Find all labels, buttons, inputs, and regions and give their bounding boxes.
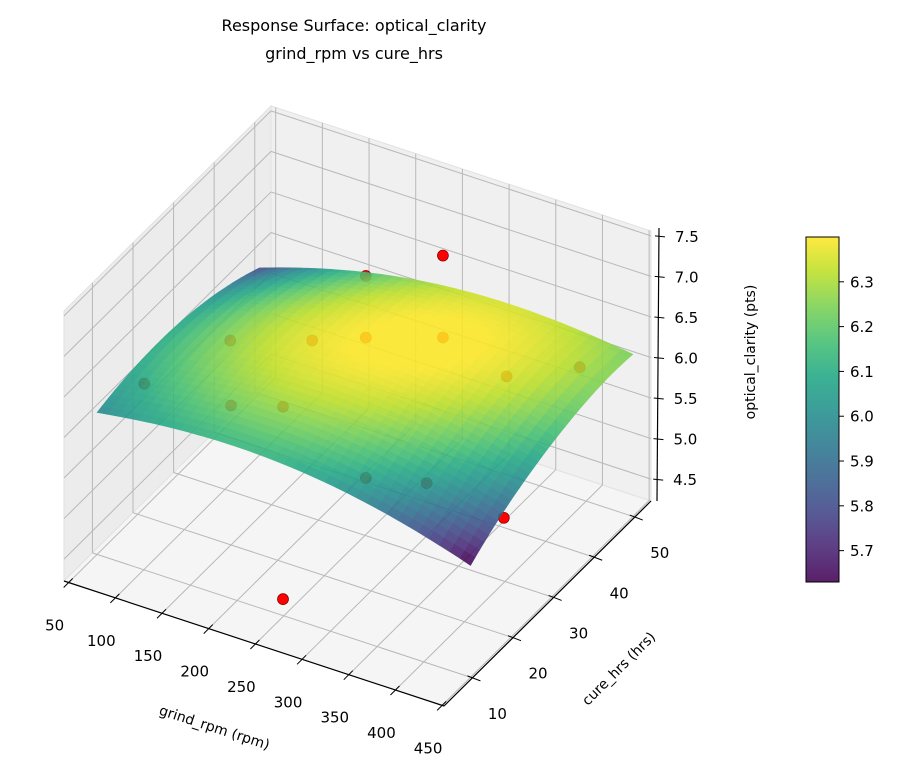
z-tick-mark [653, 438, 664, 441]
y-tick-label: 30 [569, 624, 588, 642]
z-tick-mark [654, 316, 665, 319]
x-tick-mark [390, 685, 400, 696]
colorbar-tick-label: 5.7 [850, 542, 874, 560]
x-tick-mark [343, 670, 354, 681]
z-tick-label: 4.5 [673, 471, 697, 489]
x-tick-mark [156, 608, 167, 619]
grid-line [132, 512, 514, 639]
x-tick-mark [296, 654, 307, 665]
x-tick-label: 150 [134, 647, 163, 665]
axes: 50 100 150 200 250 300 350 400 450 10 20 30 40 50 4.5 5… [45, 228, 699, 758]
z-tick-label: 7.5 [675, 228, 699, 246]
x-tick-mark [109, 593, 120, 604]
z-tick-label: 7.0 [675, 268, 699, 286]
x-tick-label: 200 [180, 663, 209, 681]
x-axis-label: grind_rpm (rpm) [157, 703, 272, 754]
chart-title-line1: Response Surface: optical_clarity [222, 16, 487, 36]
x-tick-label: 100 [87, 632, 116, 650]
x-tick-mark [63, 578, 74, 588]
y-tick-label: 20 [528, 665, 547, 683]
grid-line [395, 484, 603, 691]
x-tick-label: 450 [414, 739, 443, 757]
x-tick-mark [250, 639, 260, 650]
z-tick-mark [654, 235, 666, 238]
z-tick-mark [653, 397, 664, 400]
x-tick-mark [203, 624, 214, 634]
surface-patch [459, 550, 476, 566]
y-tick-mark [507, 635, 522, 642]
y-tick-label: 40 [610, 584, 629, 602]
chart-title-line2: grind_rpm vs cure_hrs [265, 44, 443, 64]
axis-line [656, 227, 660, 502]
grid-line [92, 552, 473, 679]
colorbar-tick-label: 6.2 [850, 318, 874, 336]
y-tick-mark [467, 675, 481, 682]
grid-line [270, 191, 652, 318]
axis-line [63, 580, 445, 707]
x-tick-label: 50 [45, 617, 64, 635]
z-tick-mark [654, 356, 665, 359]
data-point [437, 249, 449, 262]
grid-line [173, 471, 554, 598]
x-tick-mark [436, 701, 447, 711]
y-tick-mark [548, 595, 562, 601]
colorbar-gradient [806, 237, 839, 582]
x-tick-label: 250 [227, 678, 256, 696]
z-axis-label: optical_clarity (pts) [743, 285, 759, 420]
x-tick-label: 300 [274, 693, 303, 711]
grid-line [63, 151, 272, 357]
z-tick-mark [653, 478, 664, 481]
grid-line [441, 500, 650, 706]
grid-line [270, 110, 652, 237]
colorbar-frame [805, 236, 840, 583]
z-tick-label: 5.0 [673, 431, 697, 449]
z-tick-label: 5.5 [674, 390, 698, 408]
z-tick-label: 6.5 [674, 309, 698, 327]
grid-line [348, 469, 557, 676]
grid-line [63, 191, 272, 398]
z-tick-label: 6.0 [674, 349, 698, 367]
y-axis-label: cure_hrs (hrs) [579, 629, 659, 709]
y-tick-label: 10 [488, 705, 507, 723]
axis-line [443, 500, 652, 707]
colorbar-tick-label: 5.8 [850, 497, 874, 515]
y-tick-mark [629, 514, 643, 521]
z-tick-mark [654, 275, 665, 278]
colorbar-tick-label: 6.1 [850, 363, 874, 381]
data-point [277, 593, 289, 605]
x-tick-label: 350 [320, 709, 349, 727]
colorbar-tick-label: 6.0 [850, 408, 874, 426]
y-tick-label: 50 [650, 544, 669, 562]
grid-line [270, 150, 652, 277]
response-surface [96, 267, 634, 566]
grid-line [63, 110, 272, 317]
x-tick-label: 400 [367, 724, 396, 742]
colorbar: 5.7 5.8 5.9 6.0 6.1 6.2 6.3 [805, 236, 874, 583]
y-tick-mark [588, 554, 603, 561]
colorbar-tick-label: 5.9 [850, 453, 874, 471]
colorbar-tick-label: 6.3 [850, 273, 874, 291]
